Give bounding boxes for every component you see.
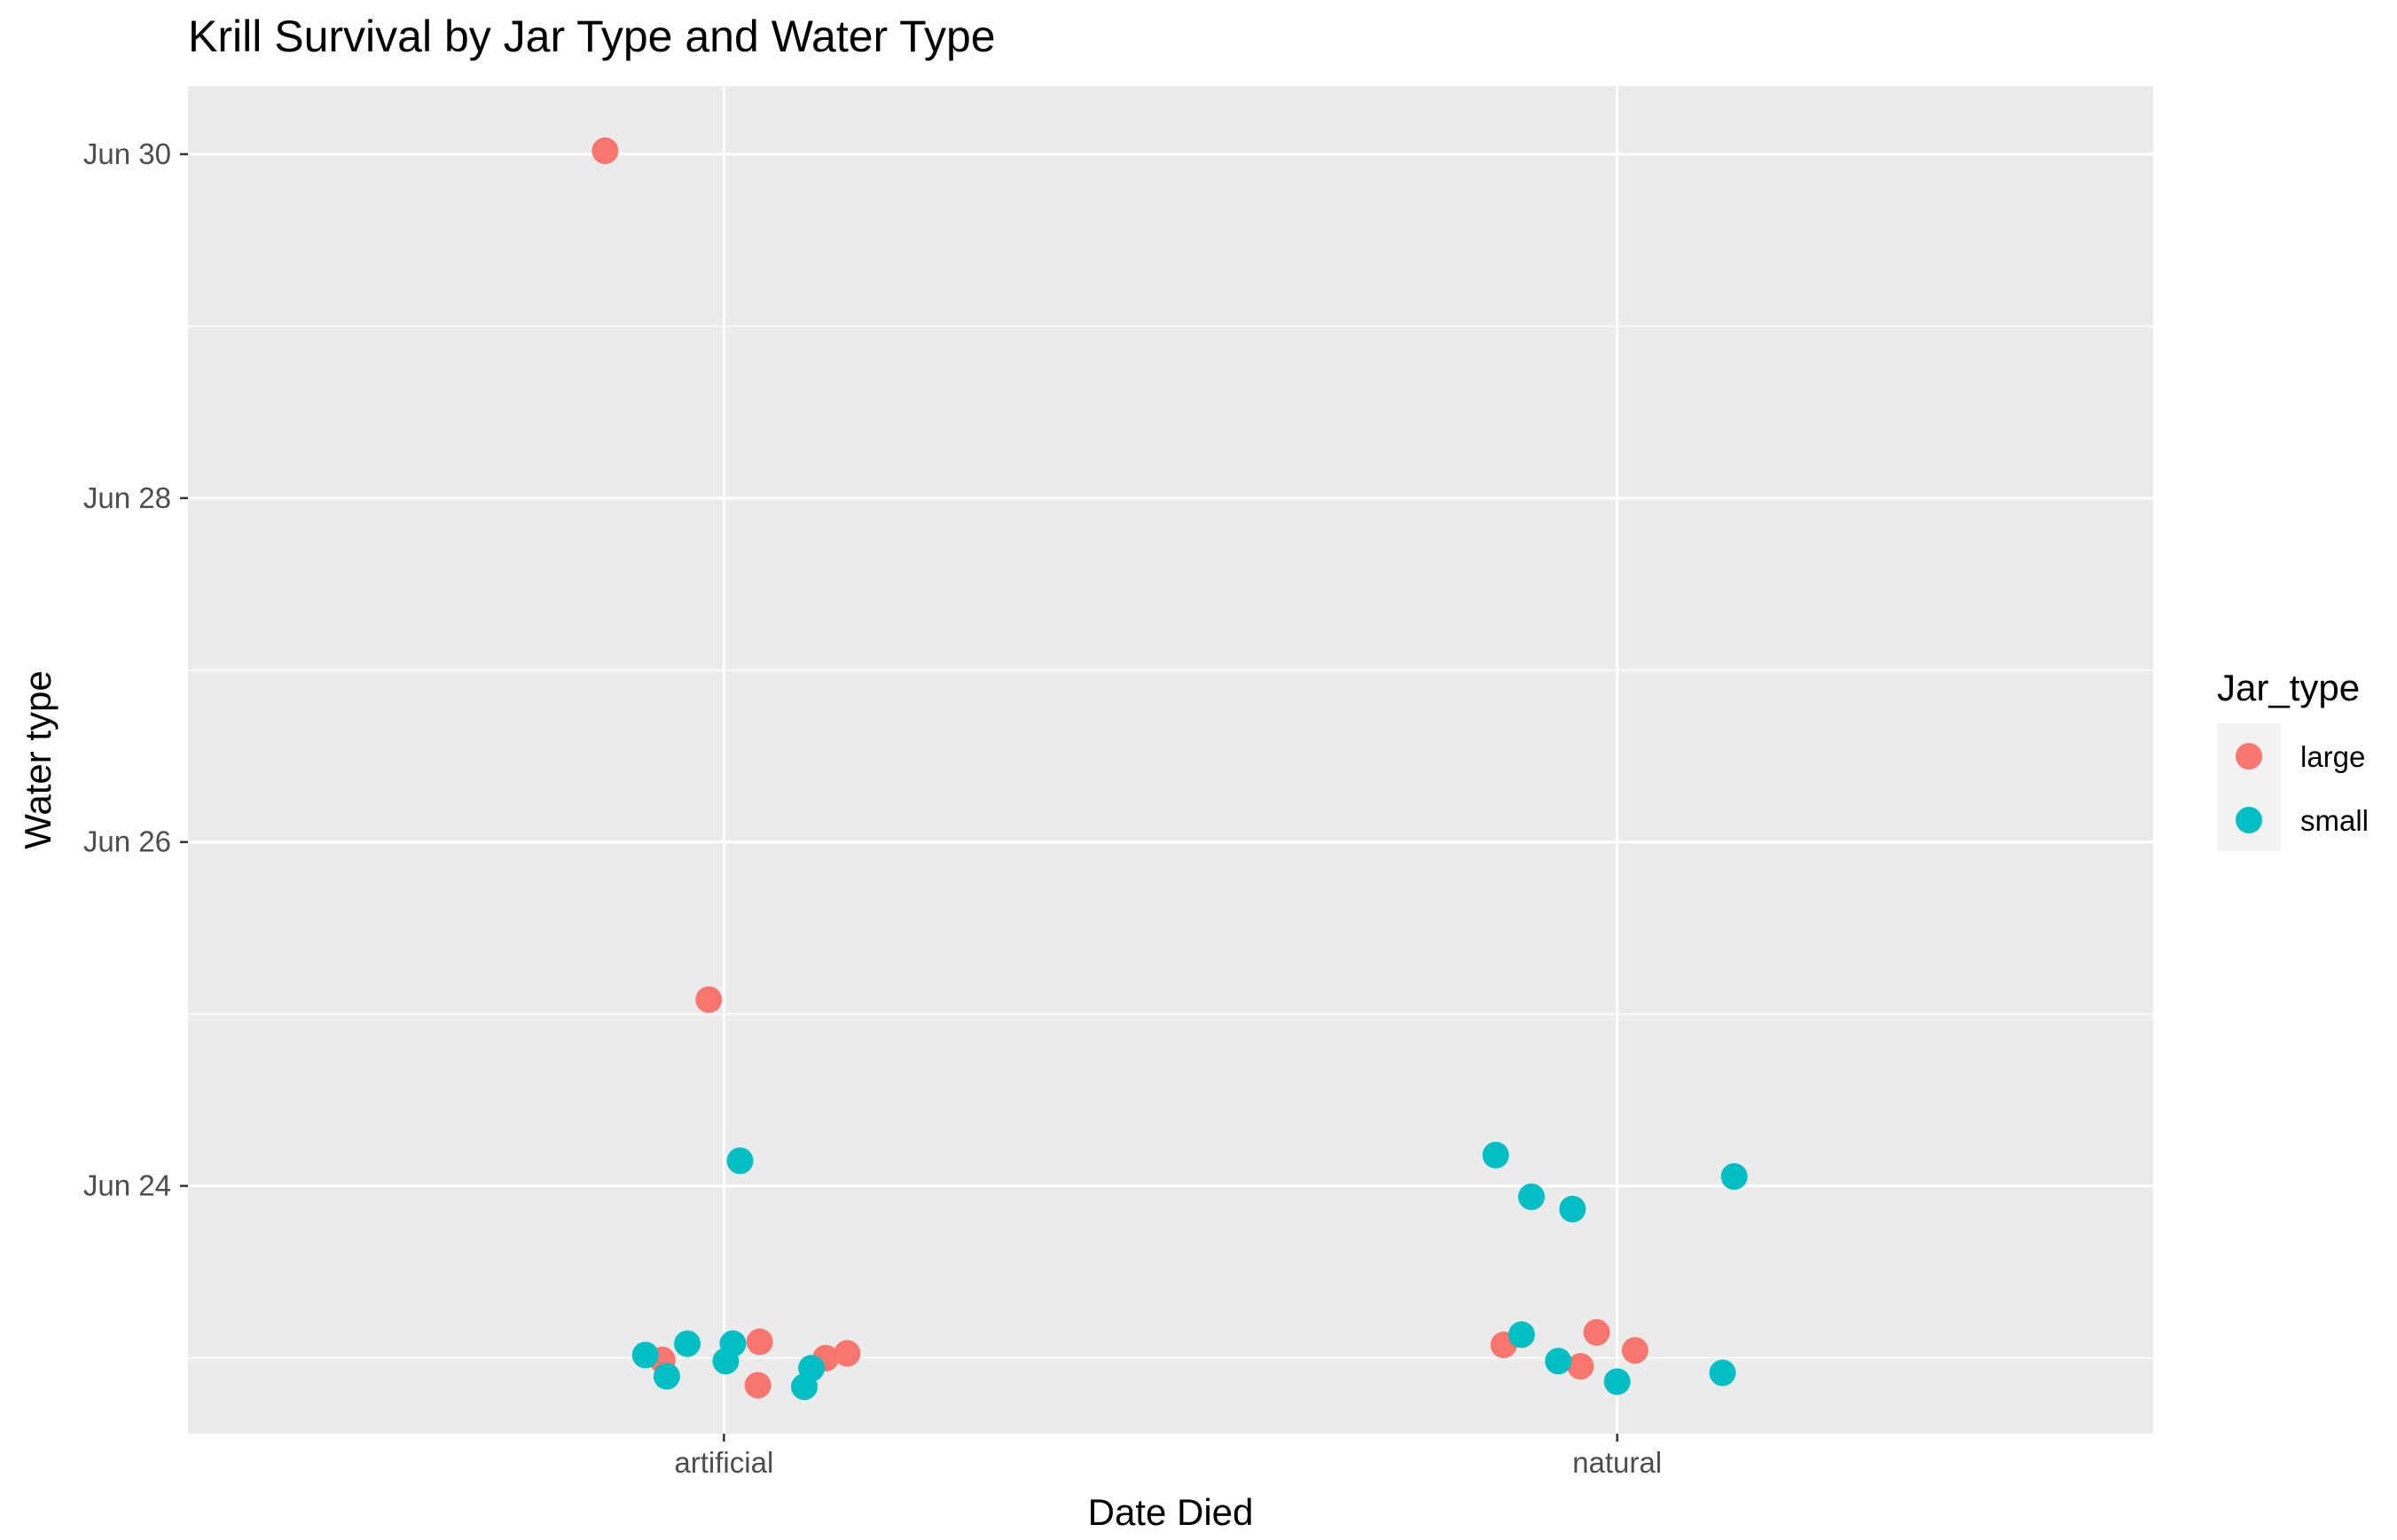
legend: Jar_type large small bbox=[2217, 667, 2369, 851]
data-point-large bbox=[1583, 1318, 1610, 1346]
minor-gridlines bbox=[188, 325, 2153, 1359]
x-axis-title: Date Died bbox=[1088, 1491, 1254, 1533]
data-point-small bbox=[1482, 1141, 1509, 1169]
y-tick-label: Jun 28 bbox=[83, 481, 171, 514]
data-point-large bbox=[746, 1328, 773, 1356]
data-point-small bbox=[1603, 1368, 1631, 1395]
data-point-small bbox=[674, 1330, 701, 1357]
data-point-small bbox=[791, 1373, 819, 1401]
data-point-large bbox=[695, 986, 723, 1013]
data-point-large bbox=[1567, 1353, 1594, 1380]
legend-label-small: small bbox=[2300, 804, 2369, 837]
data-point-small bbox=[1720, 1163, 1748, 1191]
x-tick-label: natural bbox=[1572, 1446, 1662, 1479]
legend-marker-large bbox=[2236, 743, 2262, 770]
y-tick-label: Jun 26 bbox=[83, 825, 171, 858]
data-point-large bbox=[834, 1340, 861, 1367]
data-point-small bbox=[653, 1363, 680, 1390]
y-tick-label: Jun 24 bbox=[83, 1169, 171, 1202]
legend-title: Jar_type bbox=[2217, 667, 2360, 708]
y-axis-title: Water type bbox=[17, 670, 59, 849]
data-point-small bbox=[1545, 1348, 1572, 1375]
x-tick-label: artificial bbox=[674, 1446, 773, 1479]
y-axis: Jun 24 Jun 26 Jun 28 Jun 30 bbox=[83, 137, 188, 1202]
legend-label-large: large bbox=[2300, 740, 2365, 773]
chart-title: Krill Survival by Jar Type and Water Typ… bbox=[188, 12, 996, 61]
data-point-small bbox=[1709, 1359, 1736, 1387]
data-point-small bbox=[726, 1147, 754, 1175]
legend-marker-small bbox=[2236, 807, 2262, 833]
x-axis: artificial natural bbox=[674, 1434, 1662, 1479]
data-point-small bbox=[719, 1330, 747, 1357]
data-point-large bbox=[1621, 1337, 1649, 1364]
data-points bbox=[591, 137, 1748, 1401]
data-point-large bbox=[744, 1372, 772, 1399]
data-point-small bbox=[1508, 1321, 1535, 1348]
data-point-small bbox=[1559, 1195, 1586, 1223]
y-tick-label: Jun 30 bbox=[83, 137, 171, 170]
plot-panel bbox=[188, 86, 2153, 1434]
data-point-large bbox=[591, 137, 619, 165]
data-point-small bbox=[1517, 1183, 1545, 1210]
data-point-small bbox=[631, 1341, 659, 1369]
major-gridlines bbox=[188, 86, 2153, 1434]
